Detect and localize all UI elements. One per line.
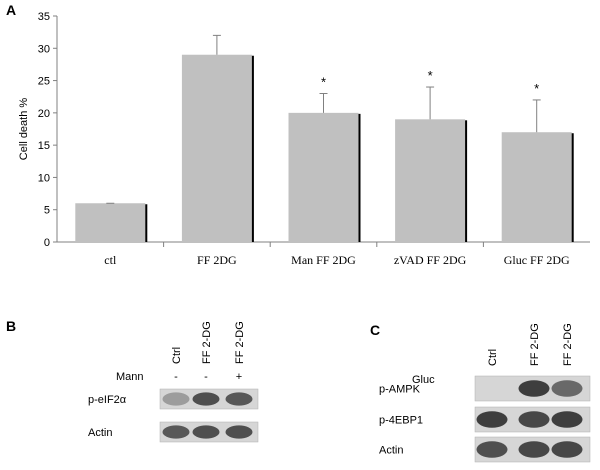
blot-band <box>162 425 190 439</box>
blot-b-svg: Ctrl - FF 2-DG - FF 2-DG + Mann p-eIF2α Actin <box>88 321 259 443</box>
panel-letter-a: A <box>6 2 17 18</box>
blot-c-svg: Ctrl-FF 2-DG-FF 2-DG+Glucp-AMPKp-4EBP1Ac… <box>379 323 591 463</box>
significance-star: * <box>321 74 326 89</box>
blot-row-label: p-eIF2α <box>88 394 127 406</box>
y-axis-label: Cell death % <box>18 98 30 161</box>
bar <box>501 132 572 242</box>
blot-panel-c: Ctrl-FF 2-DG-FF 2-DG+Glucp-AMPKp-4EBP1Ac… <box>365 290 600 465</box>
lane-header: FF 2-DG <box>562 323 574 366</box>
blot-band <box>551 441 583 458</box>
blot-band <box>551 380 583 397</box>
blot-panel-b: Ctrl - FF 2-DG - FF 2-DG + Mann p-eIF2α Actin <box>0 310 290 465</box>
lane-header: FF 2-DG <box>529 323 541 366</box>
lane-header: Ctrl <box>487 349 499 366</box>
blot-band <box>518 411 550 428</box>
blot-band <box>192 392 220 406</box>
bar <box>288 112 359 242</box>
blot-band <box>162 392 190 406</box>
y-tick-label: 25 <box>38 76 50 88</box>
treatment-label: Gluc <box>412 374 435 386</box>
treatment-label: Mann <box>116 371 144 383</box>
blot-band <box>476 411 508 428</box>
blot-band <box>518 380 550 397</box>
blot-row-label: Actin <box>379 445 403 457</box>
y-tick-label: 10 <box>38 172 50 184</box>
x-tick-label: Man FF 2DG <box>291 253 356 267</box>
y-tick-label: 35 <box>38 11 50 23</box>
blot-row-label: Actin <box>88 427 112 439</box>
x-tick-label: ctl <box>104 253 117 267</box>
blot-row-label: p-4EBP1 <box>379 415 423 427</box>
x-tick-label: FF 2DG <box>197 253 237 267</box>
treatment-mark: - <box>174 371 178 383</box>
treatment-mark: - <box>204 371 208 383</box>
panel-letter-b: B <box>6 318 17 334</box>
blot-band <box>476 441 508 458</box>
y-tick-label: 5 <box>44 205 50 217</box>
y-tick-label: 30 <box>38 43 50 55</box>
y-tick-label: 20 <box>38 108 50 120</box>
bar-chart: 0 5 10 15 20 25 30 35 Cell death % ctl FF 2DG * Man … <box>18 11 590 267</box>
bar <box>181 54 252 242</box>
y-tick-label: 0 <box>44 237 50 249</box>
blot-band <box>192 425 220 439</box>
blot-band <box>225 392 253 406</box>
blot-band <box>225 425 253 439</box>
treatment-mark: + <box>236 371 242 383</box>
blot-row-label: p-AMPK <box>379 384 421 396</box>
blot-band <box>551 411 583 428</box>
bar <box>75 203 146 242</box>
significance-star: * <box>534 81 539 96</box>
lane-header: FF 2-DG <box>201 321 213 364</box>
significance-star: * <box>428 68 433 83</box>
bar <box>395 119 466 242</box>
y-tick-label: 15 <box>38 140 50 152</box>
lane-header: Ctrl <box>171 347 183 364</box>
blot-band <box>518 441 550 458</box>
panel-letter-c: C <box>370 322 381 338</box>
x-tick-label: Gluc FF 2DG <box>504 253 570 267</box>
x-tick-label: zVAD FF 2DG <box>394 253 467 267</box>
lane-header: FF 2-DG <box>234 321 246 364</box>
